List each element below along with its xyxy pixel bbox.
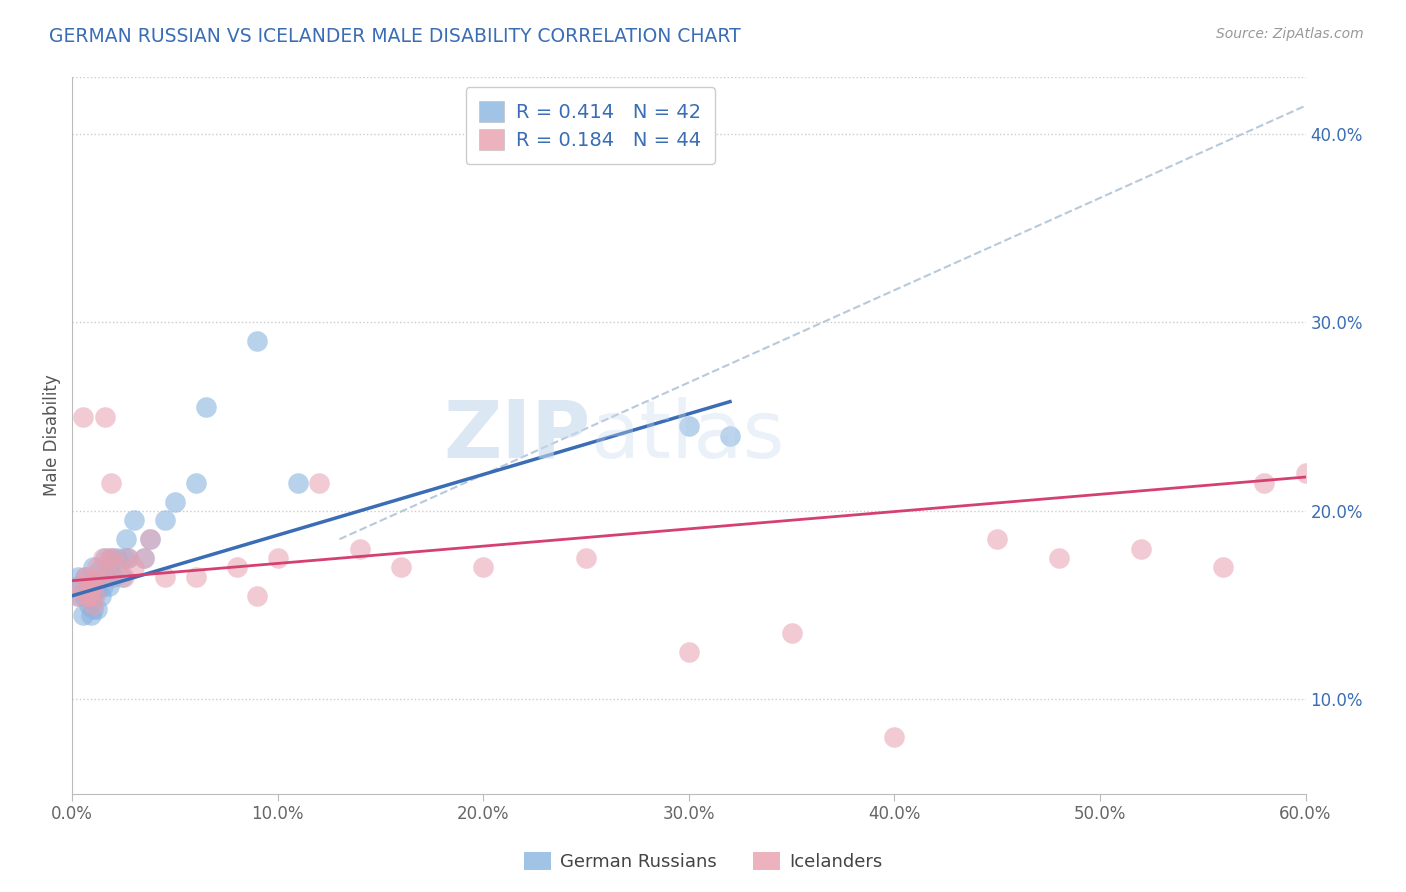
Point xyxy=(153,570,176,584)
Text: GERMAN RUSSIAN VS ICELANDER MALE DISABILITY CORRELATION CHART: GERMAN RUSSIAN VS ICELANDER MALE DISABIL… xyxy=(49,27,741,45)
Point xyxy=(98,579,121,593)
Point xyxy=(122,513,145,527)
Point xyxy=(67,589,90,603)
Point xyxy=(80,579,103,593)
Point xyxy=(246,334,269,349)
Point xyxy=(77,598,100,612)
Point xyxy=(267,551,290,566)
Point xyxy=(134,551,156,566)
Point xyxy=(575,551,598,566)
Point xyxy=(82,602,104,616)
Point xyxy=(112,551,135,566)
Point xyxy=(139,533,162,547)
Point xyxy=(72,589,94,603)
Point xyxy=(349,541,371,556)
Point xyxy=(80,607,103,622)
Point xyxy=(87,570,110,584)
Point xyxy=(678,419,700,434)
Point xyxy=(184,475,207,490)
Point xyxy=(117,551,139,566)
Point xyxy=(883,730,905,744)
Y-axis label: Male Disability: Male Disability xyxy=(44,375,60,497)
Point xyxy=(107,560,129,574)
Point xyxy=(98,551,121,566)
Point xyxy=(472,560,495,574)
Point xyxy=(110,570,132,584)
Point xyxy=(225,560,247,574)
Point xyxy=(1212,560,1234,574)
Point xyxy=(67,589,90,603)
Point xyxy=(163,494,186,508)
Point xyxy=(98,560,121,574)
Legend: German Russians, Icelanders: German Russians, Icelanders xyxy=(516,845,890,879)
Point xyxy=(122,560,145,574)
Point xyxy=(114,533,136,547)
Point xyxy=(103,551,125,566)
Point xyxy=(67,570,90,584)
Point xyxy=(1295,467,1317,481)
Point xyxy=(103,570,125,584)
Point xyxy=(287,475,309,490)
Point xyxy=(96,570,118,584)
Point xyxy=(1130,541,1153,556)
Point xyxy=(72,607,94,622)
Point xyxy=(117,551,139,566)
Point xyxy=(73,570,96,584)
Text: ZIP: ZIP xyxy=(443,397,591,475)
Text: Source: ZipAtlas.com: Source: ZipAtlas.com xyxy=(1216,27,1364,41)
Point xyxy=(986,533,1008,547)
Point xyxy=(1253,475,1275,490)
Point xyxy=(76,589,98,603)
Point xyxy=(100,475,122,490)
Point xyxy=(86,560,108,574)
Point xyxy=(678,645,700,659)
Point xyxy=(153,513,176,527)
Legend: R = 0.414   N = 42, R = 0.184   N = 44: R = 0.414 N = 42, R = 0.184 N = 44 xyxy=(465,87,714,163)
Point xyxy=(308,475,330,490)
Point xyxy=(67,579,90,593)
Point xyxy=(77,579,100,593)
Point xyxy=(86,602,108,616)
Point xyxy=(94,551,117,566)
Point xyxy=(112,570,135,584)
Point xyxy=(73,570,96,584)
Point xyxy=(107,551,129,566)
Point xyxy=(1047,551,1070,566)
Point xyxy=(82,589,104,603)
Point xyxy=(86,583,108,598)
Point xyxy=(94,570,117,584)
Text: atlas: atlas xyxy=(591,397,785,475)
Point xyxy=(91,551,114,566)
Point xyxy=(72,409,94,424)
Point xyxy=(69,579,91,593)
Point xyxy=(76,589,98,603)
Point xyxy=(83,589,105,603)
Point xyxy=(780,626,803,640)
Point xyxy=(718,428,741,442)
Point xyxy=(134,551,156,566)
Point xyxy=(82,560,104,574)
Point xyxy=(246,589,269,603)
Point xyxy=(77,589,100,603)
Point xyxy=(194,401,217,415)
Point xyxy=(389,560,412,574)
Point xyxy=(139,533,162,547)
Point xyxy=(91,579,114,593)
Point xyxy=(82,598,104,612)
Point xyxy=(77,570,100,584)
Point xyxy=(87,564,110,578)
Point xyxy=(82,575,104,590)
Point xyxy=(90,589,112,603)
Point xyxy=(80,589,103,603)
Point xyxy=(82,579,104,593)
Point xyxy=(184,570,207,584)
Point xyxy=(100,551,122,566)
Point xyxy=(94,409,117,424)
